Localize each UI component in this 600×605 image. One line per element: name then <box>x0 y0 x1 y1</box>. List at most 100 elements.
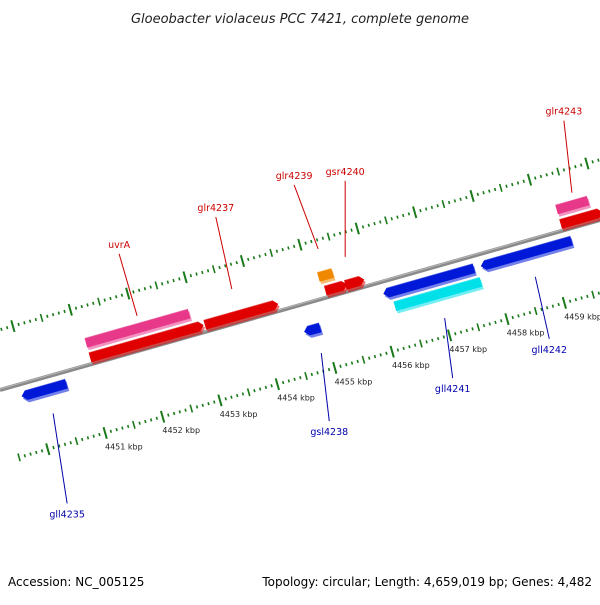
tick-mark-lower <box>350 361 354 365</box>
feature-fwd-0 <box>84 308 191 348</box>
gene-label-glr4237: glr4237 <box>197 203 234 214</box>
features-layer <box>21 195 600 403</box>
tick-mark-upper <box>269 248 274 257</box>
tick-mark-upper <box>201 270 204 275</box>
tick-mark-upper <box>412 206 418 219</box>
tick-mark-upper <box>511 182 514 187</box>
tick-mark-upper <box>373 221 376 226</box>
tick-mark-lower <box>264 385 268 390</box>
tick-mark-lower <box>408 345 411 349</box>
kbp-scale-label: 4455 kbp <box>335 377 373 386</box>
tick-mark-upper <box>109 296 112 301</box>
tick-mark-lower <box>316 371 319 375</box>
tick-mark-upper <box>304 241 307 245</box>
tick-mark-lower <box>389 345 395 358</box>
feature-fwd-5 <box>323 280 348 296</box>
gene-label-leader <box>563 120 573 193</box>
tick-mark-upper <box>103 298 106 302</box>
tick-mark-lower <box>488 322 491 326</box>
tick-mark-upper <box>287 246 290 250</box>
tick-mark-upper <box>534 176 537 180</box>
tick-mark-upper <box>143 287 147 291</box>
tick-mark-lower <box>138 421 141 425</box>
tick-mark-upper <box>338 231 342 236</box>
tick-mark-lower <box>69 441 72 445</box>
ticks-layer <box>0 157 600 462</box>
tick-mark-upper <box>436 204 439 208</box>
tick-mark-lower <box>425 340 428 344</box>
tick-mark-lower <box>287 379 291 383</box>
tick-mark-upper <box>441 200 446 209</box>
feature-highlight <box>393 276 480 302</box>
tick-mark-upper <box>51 313 55 317</box>
tick-mark-upper <box>493 187 497 192</box>
tick-mark-upper <box>516 181 520 185</box>
tick-mark-lower <box>500 319 503 323</box>
tick-mark-lower <box>332 361 338 374</box>
tick-mark-lower <box>149 418 153 422</box>
tick-mark-lower <box>63 442 67 447</box>
tick-mark-upper <box>92 301 95 305</box>
tick-mark-lower <box>533 306 538 316</box>
tick-mark-upper <box>574 165 577 169</box>
tick-mark-upper <box>465 195 468 200</box>
feature-highlight <box>24 378 66 391</box>
tick-mark-upper <box>591 160 594 164</box>
tick-mark-lower <box>121 426 124 430</box>
tick-mark-upper <box>562 168 566 172</box>
tick-mark-upper <box>224 264 227 268</box>
tick-mark-upper <box>459 197 462 201</box>
tick-mark-lower <box>23 454 26 458</box>
feature-glr4237 <box>203 300 279 330</box>
kbp-scale-label: 4453 kbp <box>220 410 258 419</box>
tick-mark-upper <box>430 205 434 210</box>
tick-mark-lower <box>224 397 227 401</box>
tick-mark-lower <box>29 452 32 456</box>
tick-mark-upper <box>218 265 221 270</box>
tick-mark-upper <box>275 249 279 253</box>
gene-label-leader <box>118 253 138 316</box>
tick-mark-upper <box>292 244 296 249</box>
tick-mark-upper <box>597 158 600 162</box>
tick-mark-upper <box>539 174 543 179</box>
tick-mark-lower <box>494 320 497 325</box>
gene-label-gll4242: gll4242 <box>532 345 568 356</box>
feature-gsr4240 <box>344 276 365 290</box>
tick-mark-lower <box>597 291 600 295</box>
tick-mark-lower <box>561 296 567 309</box>
tick-mark-lower <box>431 338 434 342</box>
tick-mark-lower <box>172 411 176 416</box>
feature-highlight <box>84 308 188 339</box>
tick-mark-lower <box>361 355 366 364</box>
tick-mark-lower <box>167 413 170 417</box>
tick-mark-upper <box>350 228 353 232</box>
tick-mark-lower <box>545 306 549 310</box>
tick-mark-upper <box>10 320 16 333</box>
tick-mark-upper <box>239 254 246 268</box>
tick-mark-lower <box>373 354 377 359</box>
tick-mark-upper <box>149 285 152 289</box>
tick-mark-lower <box>102 426 108 440</box>
tick-mark-upper <box>0 327 3 331</box>
tick-mark-lower <box>213 400 216 404</box>
tick-mark-upper <box>476 192 480 197</box>
feature-gll4241 <box>393 277 483 311</box>
tick-mark-upper <box>556 167 561 176</box>
tick-mark-upper <box>120 293 124 297</box>
gene-label-gsl4238: gsl4238 <box>310 427 348 438</box>
tick-mark-upper <box>115 295 118 299</box>
tick-mark-upper <box>5 326 9 330</box>
tick-mark-lower <box>40 449 44 453</box>
tick-mark-upper <box>57 311 60 315</box>
feature-fwd-6 <box>555 195 590 215</box>
tick-mark-lower <box>230 395 233 399</box>
tick-mark-upper <box>80 304 83 309</box>
tick-mark-lower <box>446 329 453 342</box>
tick-mark-lower <box>132 420 136 429</box>
tick-mark-lower <box>459 330 463 334</box>
tick-mark-upper <box>166 280 170 284</box>
tick-mark-upper <box>247 257 250 262</box>
genome-backbone <box>0 217 600 392</box>
kbp-scale-label: 4458 kbp <box>507 329 545 338</box>
